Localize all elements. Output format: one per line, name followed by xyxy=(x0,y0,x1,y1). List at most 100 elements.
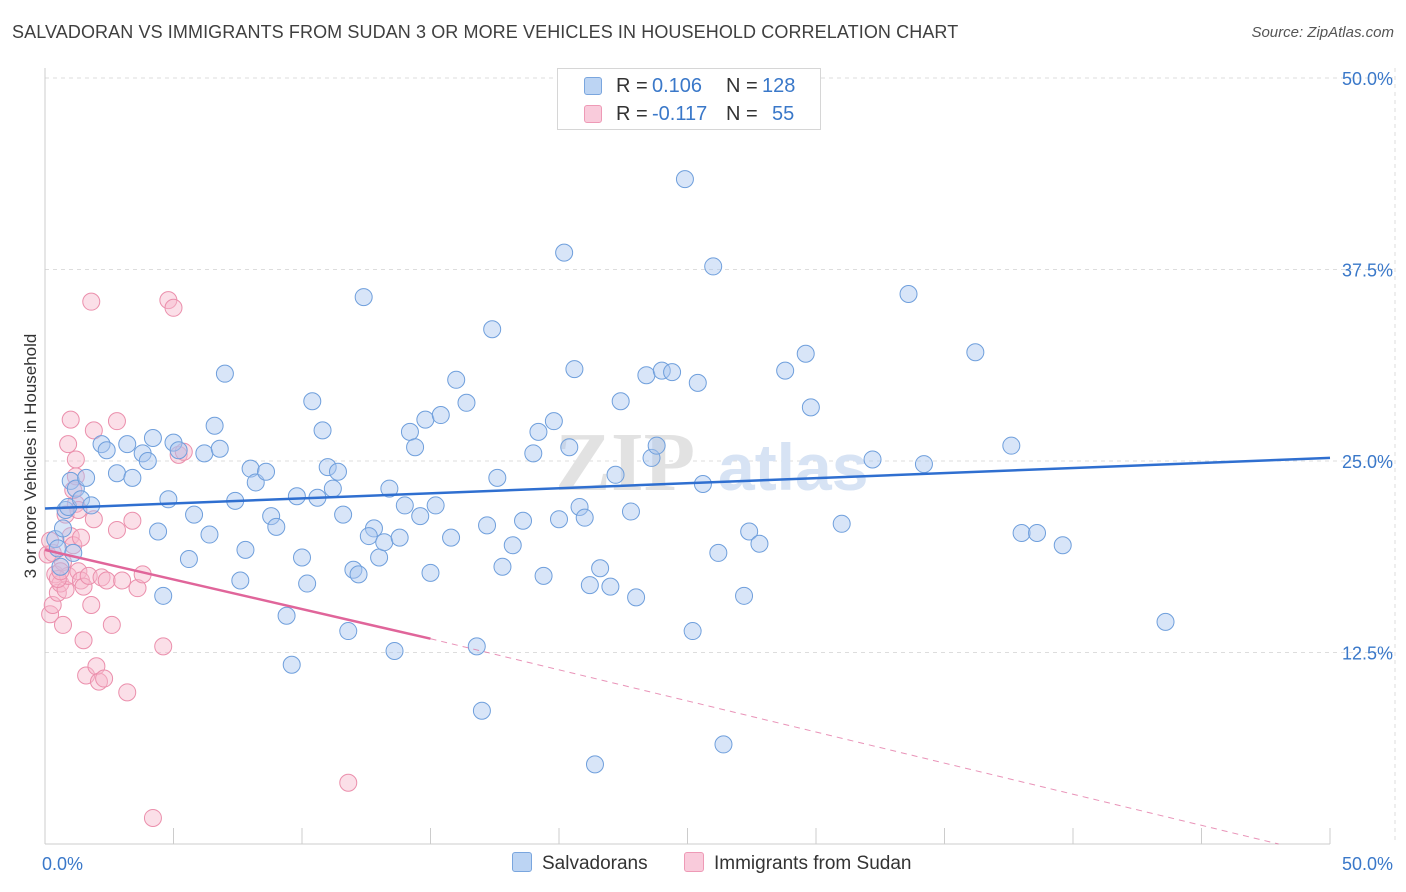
salvadoran-point xyxy=(483,320,502,339)
salvadoran-point xyxy=(591,559,610,578)
source-credit: Source: ZipAtlas.com xyxy=(1251,24,1394,41)
salvadoran-point xyxy=(776,361,795,380)
salvadoran-point xyxy=(323,479,342,498)
salvadoran-point xyxy=(1028,524,1047,543)
y-tick-label: 12.5% xyxy=(1342,644,1393,664)
salvadoran-point xyxy=(606,465,625,484)
salvadoran-point xyxy=(447,370,466,389)
legend-r-value: 0.106 xyxy=(652,75,703,97)
sudan-point xyxy=(61,410,80,429)
salvadoran-point xyxy=(675,170,694,189)
salvadoran-point xyxy=(169,441,188,460)
salvadoran-point xyxy=(524,444,543,463)
salvadoran-point xyxy=(529,422,548,441)
y-tick-label: 25.0% xyxy=(1342,452,1393,472)
salvadoran-point xyxy=(832,514,851,533)
salvadoran-point xyxy=(400,422,419,441)
salvadoran-point xyxy=(801,398,820,417)
sudan-point xyxy=(66,450,85,469)
salvadoran-point xyxy=(544,412,563,431)
salvadoran-point xyxy=(179,550,198,569)
salvadoran-point xyxy=(236,540,255,559)
watermark-atlas: atlas xyxy=(718,430,868,504)
salvadoran-point xyxy=(416,410,435,429)
sudan-point xyxy=(143,808,162,827)
bottom-legend-label: Immigrants from Sudan xyxy=(714,853,912,874)
salvadoran-point xyxy=(380,479,399,498)
sudan-point xyxy=(71,528,90,547)
salvadoran-point xyxy=(503,536,522,555)
sudan-point xyxy=(154,637,173,656)
salvadoran-point xyxy=(287,487,306,506)
salvadoran-point xyxy=(293,548,311,567)
salvadoran-point xyxy=(431,406,450,425)
salvadoran-point xyxy=(796,344,815,363)
salvadoran-point xyxy=(580,576,599,595)
salvadoran-point xyxy=(627,588,646,607)
salvadoran-point xyxy=(899,285,918,304)
sudan-point xyxy=(64,536,83,555)
sudan-point xyxy=(92,568,111,587)
salvadoran-point xyxy=(210,439,229,458)
salvadoran-point xyxy=(688,373,707,392)
bottom-legend-swatch-pink xyxy=(684,852,704,872)
salvadoran-point xyxy=(550,510,568,529)
salvadoran-point xyxy=(370,548,389,567)
sudan-trend-line xyxy=(44,548,431,640)
salvadoran-point xyxy=(637,366,656,385)
salvadoran-point xyxy=(585,755,604,774)
salvadoran-point xyxy=(555,243,574,262)
axes xyxy=(44,68,1331,845)
salvadoran-point xyxy=(159,490,178,509)
y-tick-label: 37.5% xyxy=(1342,261,1393,281)
salvadoran-point xyxy=(565,360,584,379)
legend-r-label: R = xyxy=(616,75,648,97)
salvadoran-point xyxy=(663,363,682,382)
sudan-point xyxy=(59,435,78,454)
salvadoran-point xyxy=(621,502,640,521)
salvadoran-point xyxy=(118,435,137,454)
salvadoran-point xyxy=(277,606,296,625)
legend-n-value: 128 xyxy=(762,75,796,97)
bottom-legend-sudan: Immigrants from Sudan xyxy=(684,852,911,875)
salvadoran-point xyxy=(493,557,512,576)
salvadoran-point xyxy=(328,462,347,481)
salvadoran-point xyxy=(92,435,111,454)
salvadoran-point xyxy=(709,543,728,562)
salvadoran-point xyxy=(200,525,219,544)
salvadoran-point xyxy=(406,438,425,457)
salvadoran-point xyxy=(77,468,96,487)
salvadoran-point xyxy=(560,438,579,457)
salvadoran-point xyxy=(395,496,414,515)
salvadoran-point xyxy=(339,622,358,641)
salvadoran-point xyxy=(318,458,337,477)
salvadoran-point xyxy=(334,505,353,524)
sudan-point xyxy=(84,510,103,529)
salvadoran-point xyxy=(149,522,168,541)
sudan-point xyxy=(97,571,116,590)
sudan-point xyxy=(82,292,101,311)
legend-row-sudan: R = -0.117 N = 55 xyxy=(558,101,820,129)
sudan-point xyxy=(128,579,147,598)
salvadoran-point xyxy=(426,496,445,515)
legend-n-label: N = xyxy=(726,103,758,125)
sudan-point xyxy=(102,615,121,634)
trend-lines xyxy=(44,456,1331,845)
legend-n-value: 55 xyxy=(772,103,795,125)
sudan-point xyxy=(82,596,101,615)
salvadoran-point xyxy=(714,735,733,754)
sudan-point xyxy=(89,672,108,691)
salvadoran-point xyxy=(195,444,214,463)
salvadoran-point xyxy=(185,505,204,524)
salvadoran-point xyxy=(359,527,378,546)
salvadoran-point xyxy=(154,586,173,605)
salvadoran-point xyxy=(215,364,234,383)
legend-r-value: -0.117 xyxy=(652,103,708,125)
salvadoran-point xyxy=(534,566,553,585)
salvadoran-point xyxy=(735,586,754,605)
correlation-legend: R = 0.106 N = 128 R = -0.117 N = 55 xyxy=(557,68,821,130)
salvadoran-point xyxy=(231,571,250,590)
legend-swatch-blue xyxy=(584,77,602,95)
salvadoran-point xyxy=(467,637,486,656)
salvadoran-point xyxy=(1053,536,1072,555)
